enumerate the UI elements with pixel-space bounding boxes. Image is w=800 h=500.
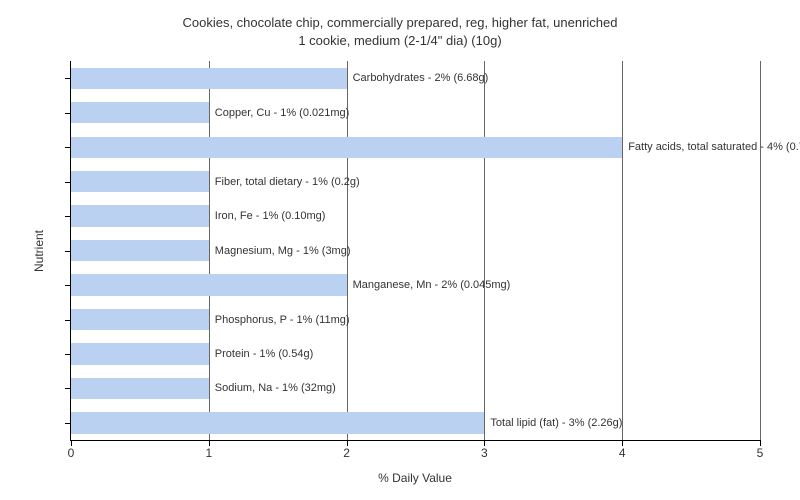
- bar: [71, 137, 622, 158]
- bar: [71, 274, 347, 295]
- x-axis-label: % Daily Value: [378, 471, 452, 485]
- x-tick-label: 4: [619, 446, 626, 460]
- bar: [71, 378, 209, 399]
- x-tick-label: 0: [68, 446, 75, 460]
- bar: [71, 205, 209, 226]
- chart-area: 012345Carbohydrates - 2% (6.68g)Copper, …: [70, 61, 760, 441]
- bar: [71, 240, 209, 261]
- bar: [71, 171, 209, 192]
- bar-label: Total lipid (fat) - 3% (2.26g): [490, 417, 622, 429]
- x-tick-label: 5: [757, 446, 764, 460]
- y-tick-mark: [65, 388, 71, 389]
- chart-title-line1: Cookies, chocolate chip, commercially pr…: [182, 15, 617, 30]
- y-tick-mark: [65, 113, 71, 114]
- y-tick-mark: [65, 147, 71, 148]
- gridline: [760, 61, 761, 440]
- bar: [71, 309, 209, 330]
- bar-label: Protein - 1% (0.54g): [215, 348, 313, 360]
- bar-label: Manganese, Mn - 2% (0.045mg): [353, 279, 511, 291]
- gridline: [622, 61, 623, 440]
- x-tick-label: 3: [481, 446, 488, 460]
- bar-label: Magnesium, Mg - 1% (3mg): [215, 245, 351, 257]
- gridline: [209, 61, 210, 440]
- y-tick-mark: [65, 320, 71, 321]
- bar-label: Sodium, Na - 1% (32mg): [215, 382, 336, 394]
- x-tick-label: 1: [205, 446, 212, 460]
- bar-label: Fiber, total dietary - 1% (0.2g): [215, 176, 360, 188]
- chart-title-line2: 1 cookie, medium (2-1/4" dia) (10g): [298, 33, 501, 48]
- bar-label: Iron, Fe - 1% (0.10mg): [215, 210, 326, 222]
- y-tick-mark: [65, 216, 71, 217]
- y-tick-mark: [65, 354, 71, 355]
- x-tick-label: 2: [343, 446, 350, 460]
- y-tick-mark: [65, 251, 71, 252]
- plot-area: 012345Carbohydrates - 2% (6.68g)Copper, …: [70, 61, 760, 441]
- y-axis-label: Nutrient: [32, 230, 46, 272]
- bar-label: Copper, Cu - 1% (0.021mg): [215, 107, 350, 119]
- bar-label: Carbohydrates - 2% (6.68g): [353, 72, 489, 84]
- bar: [71, 102, 209, 123]
- bar-label: Phosphorus, P - 1% (11mg): [215, 314, 350, 326]
- y-tick-mark: [65, 285, 71, 286]
- gridline: [484, 61, 485, 440]
- y-tick-mark: [65, 423, 71, 424]
- y-tick-mark: [65, 182, 71, 183]
- bar: [71, 343, 209, 364]
- bar: [71, 68, 347, 89]
- bar: [71, 412, 484, 433]
- bar-label: Fatty acids, total saturated - 4% (0.748…: [628, 141, 800, 153]
- y-tick-mark: [65, 78, 71, 79]
- chart-title: Cookies, chocolate chip, commercially pr…: [0, 0, 800, 49]
